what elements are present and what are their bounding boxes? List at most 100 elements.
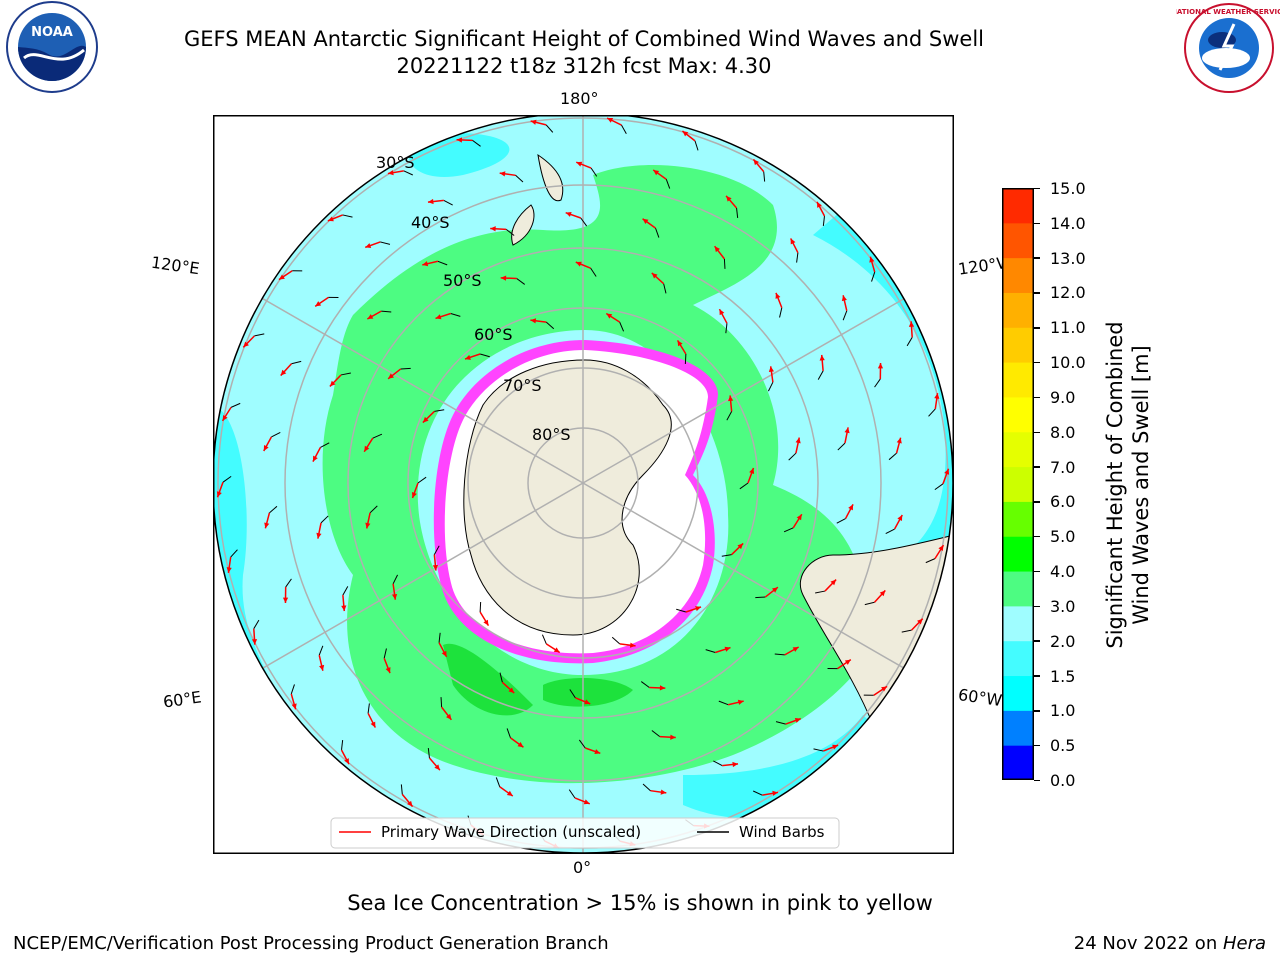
wave-arrow-head [422, 416, 429, 423]
lat-label-40s: 40°S [411, 213, 450, 232]
wind-barb [417, 476, 427, 484]
colorbar-bin [1002, 362, 1034, 398]
wave-arrow-head [263, 445, 269, 452]
wind-barb [620, 124, 627, 135]
wind-barb [763, 171, 766, 182]
wind-barb [479, 353, 490, 358]
wind-barb [723, 258, 726, 269]
wind-barb [253, 619, 260, 629]
colorbar-tick-label: 1.0 [1034, 701, 1075, 720]
wave-arrow-head [832, 744, 839, 750]
lat-label-70s: 70°S [503, 376, 542, 395]
wind-barb [842, 310, 848, 321]
colorbar-tick-text: 0.5 [1050, 736, 1076, 756]
colorbar-tick-text: 0.0 [1050, 771, 1076, 790]
wind-barb [906, 337, 913, 347]
wind-barb [381, 310, 392, 313]
wave-arrow-head [435, 314, 442, 320]
colorbar-bin [1002, 396, 1034, 433]
wind-barb [611, 636, 621, 645]
colorbar-bin [1002, 571, 1034, 607]
lon-label-180: 180° [560, 89, 599, 108]
wave-arrow-head [367, 314, 374, 320]
wave-arrow-head [790, 238, 796, 245]
wave-arrow-head [280, 369, 287, 376]
colorbar-tick-label: 11.0 [1034, 318, 1086, 337]
wave-arrow-head [312, 455, 318, 462]
wind-barb [590, 267, 597, 277]
colorbar-tick-label: 1.5 [1034, 667, 1075, 686]
lat-label-60s: 60°S [474, 325, 513, 344]
colorbar-tick-mark [1034, 327, 1040, 329]
wave-arrow-head [264, 522, 270, 529]
wave-arrow-head [365, 522, 371, 529]
wind-barb [725, 323, 728, 334]
wind-barb [676, 608, 687, 613]
wind-barb [752, 790, 763, 796]
wind-barb [721, 554, 732, 557]
wave-arrow-head [695, 606, 702, 612]
colorbar-tick-mark [1034, 779, 1040, 782]
wind-barb [874, 378, 881, 388]
wave-arrow-head [830, 579, 837, 586]
wave-arrow-head [365, 243, 372, 248]
wave-arrow-head [422, 261, 429, 267]
colorbar-tick-label: 9.0 [1034, 388, 1075, 407]
wind-barb [450, 313, 461, 317]
colorbar-tick-text: 1.0 [1050, 701, 1076, 721]
wave-arrow-head [795, 437, 801, 444]
wave-arrow-head [896, 437, 902, 444]
colorbar-tick-label: 7.0 [1034, 458, 1075, 477]
colorbar-tick-mark [1034, 222, 1040, 225]
wind-barb [230, 402, 241, 408]
wind-barb [516, 278, 526, 285]
colorbar-tick-text: 7.0 [1050, 457, 1076, 477]
wave-arrow-head [819, 354, 825, 361]
wave-arrow-head [642, 218, 649, 225]
wind-barb [739, 482, 749, 490]
wind-barb [665, 179, 671, 189]
wind-barb [318, 645, 324, 656]
colorbar-tick-text: 8.0 [1050, 422, 1076, 442]
wave-arrow-head [869, 256, 875, 263]
wave-arrow-head [387, 170, 394, 176]
lat-label-30s: 30°S [376, 153, 415, 172]
footer-date: 24 Nov 2022 on Hera [1074, 933, 1266, 954]
wind-barb [822, 215, 825, 227]
colorbar-tick-mark [1034, 292, 1040, 294]
colorbar-tick-text: 4.0 [1050, 562, 1076, 582]
wave-arrow-head [660, 789, 667, 795]
wind-barb [400, 784, 403, 795]
wave-arrow-head [434, 764, 440, 771]
wave-arrow-head [844, 427, 850, 434]
colorbar-bin [1002, 466, 1034, 502]
wave-arrow-head [629, 642, 636, 648]
wind-barb [269, 505, 278, 514]
colorbar-tick-label: 15.0 [1034, 179, 1086, 198]
wind-barb [755, 596, 766, 599]
colorbar-tick-label: 12.0 [1034, 283, 1086, 302]
wave-arrow-head [315, 301, 322, 307]
wave-arrow-head [817, 201, 822, 208]
wind-barb [342, 586, 349, 596]
wave-arrow-head [329, 380, 336, 387]
wave-direction-arrows [216, 117, 950, 849]
colorbar-tick-mark [1034, 466, 1040, 468]
wind-barb [864, 601, 875, 606]
wind-barb [291, 360, 302, 365]
wind-barb [545, 124, 554, 133]
wind-barb [774, 653, 785, 656]
wave-arrow-head [775, 292, 781, 299]
wave-arrow-head [500, 275, 507, 281]
wind-barb [779, 307, 783, 318]
wind-barb [495, 777, 501, 787]
wind-barb [341, 739, 344, 751]
wave-arrow-head [944, 468, 950, 475]
wave-arrow-head [714, 246, 720, 253]
wave-arrow-head [517, 741, 524, 748]
wave-arrow-head [565, 212, 572, 217]
colorbar-tick-text: 1.5 [1050, 666, 1076, 686]
wind-barb [901, 629, 912, 633]
wind-barb [290, 684, 295, 695]
wind-barb [285, 578, 292, 588]
